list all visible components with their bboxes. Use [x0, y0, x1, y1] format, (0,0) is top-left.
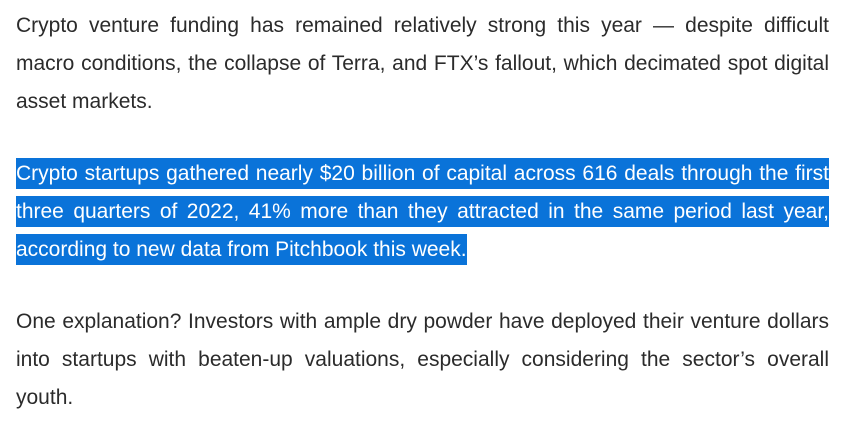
paragraph-explanation: One explanation? Investors with ample dr…: [16, 303, 829, 417]
paragraph-intro-text: Crypto venture funding has remained rela…: [16, 14, 829, 113]
selected-text-highlight[interactable]: Crypto startups gathered nearly $20 bill…: [16, 158, 829, 265]
paragraph-explanation-text: One explanation? Investors with ample dr…: [16, 310, 829, 409]
paragraph-selected[interactable]: Crypto startups gathered nearly $20 bill…: [16, 155, 829, 269]
paragraph-intro: Crypto venture funding has remained rela…: [16, 7, 829, 121]
